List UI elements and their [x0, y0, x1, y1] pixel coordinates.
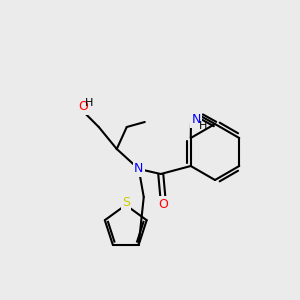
- Text: N: N: [191, 113, 201, 126]
- Text: H: H: [199, 121, 207, 131]
- Text: H: H: [85, 98, 93, 108]
- Text: O: O: [158, 197, 168, 211]
- Text: S: S: [122, 196, 130, 209]
- Text: O: O: [78, 100, 88, 113]
- Text: N: N: [134, 163, 143, 176]
